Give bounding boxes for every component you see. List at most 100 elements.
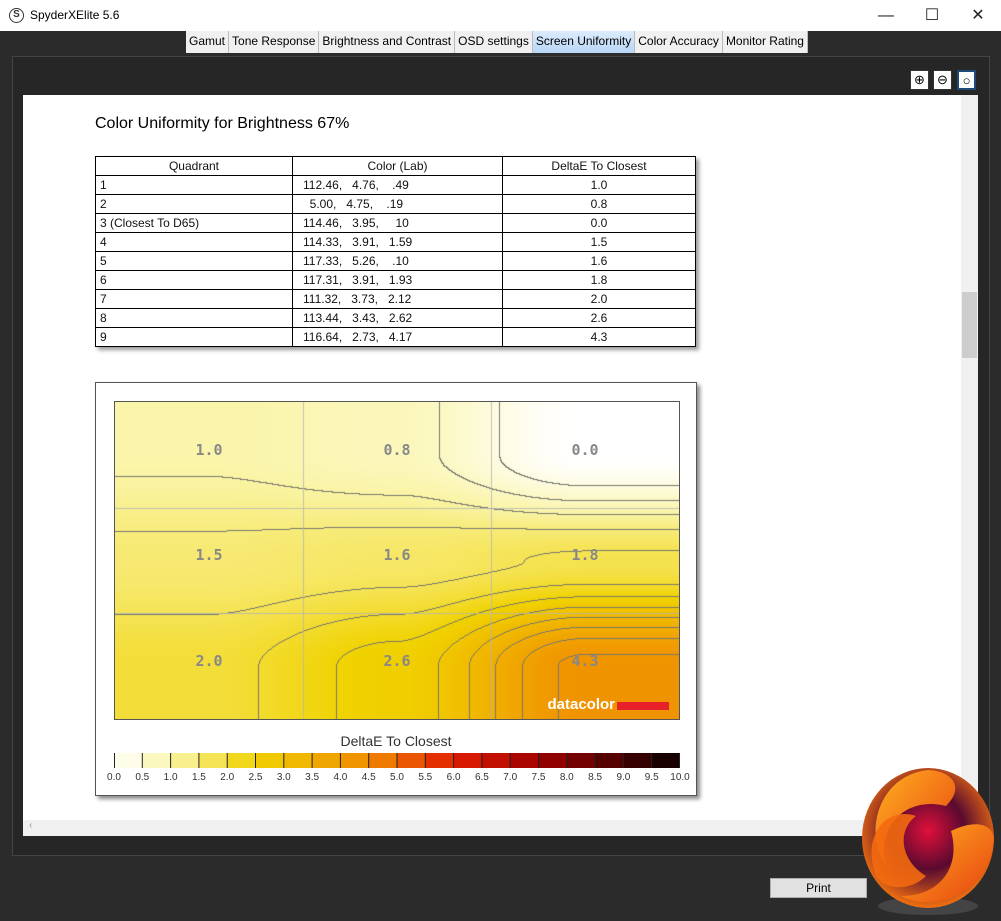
report-content: Color Uniformity for Brightness 67% Quad…: [23, 95, 978, 836]
close-button[interactable]: ✕: [971, 7, 985, 24]
scroll-thumb[interactable]: [962, 292, 977, 358]
tab-screen-uniformity[interactable]: Screen Uniformity: [532, 31, 636, 53]
table-row: 6 117.31, 3.91, 1.93 1.8: [95, 270, 696, 290]
quadrant-cell: 9: [95, 327, 293, 347]
colorbar-band: [114, 753, 143, 768]
quadrant-value-label: 2.6: [383, 651, 411, 670]
tab-brightness-and-contrast[interactable]: Brightness and Contrast: [319, 31, 456, 53]
tab-color-accuracy[interactable]: Color Accuracy: [635, 31, 723, 53]
lab-cell: 113.44, 3.43, 2.62: [292, 308, 503, 328]
deltae-cell: 0.8: [502, 194, 696, 214]
colorbar-tick-label: 4.5: [361, 772, 376, 783]
zoom-out-icon[interactable]: ⊖: [933, 70, 952, 90]
print-button[interactable]: Print: [770, 878, 867, 898]
colorbar-tick-label: 4.0: [333, 772, 348, 783]
colorbar-tick-label: 0.5: [135, 772, 150, 783]
scroll-left-icon[interactable]: ‹: [29, 820, 33, 831]
colorbar-tick-label: 9.0: [616, 772, 631, 783]
quadrant-cell: 3 (Closest To D65): [95, 213, 293, 233]
deltae-cell: 1.8: [502, 270, 696, 290]
maximize-button[interactable]: ☐: [924, 7, 940, 24]
quadrant-value-label: 1.8: [571, 546, 599, 565]
heatmap-plot: datacolor 1.0 0.8 0.0 1.5 1.6 1.8 2.0 2.6 4.3: [114, 401, 680, 720]
table-row: 8 113.44, 3.43, 2.62 2.6: [95, 308, 696, 328]
quadrant-cell: 6: [95, 270, 293, 290]
colorbar-band: [255, 753, 285, 768]
deltae-cell: 1.6: [502, 251, 696, 271]
colorbar-tick-label: 9.5: [644, 772, 659, 783]
zoom-fit-icon[interactable]: ○: [957, 70, 976, 90]
colorbar-tick-label: 7.0: [503, 772, 518, 783]
colorbar-band: [566, 753, 596, 768]
colorbar-band: [538, 753, 568, 768]
column-header: DeltaE To Closest: [502, 156, 696, 176]
colorbar-band: [227, 753, 256, 768]
lab-cell: 117.33, 5.26, .10: [292, 251, 503, 271]
colorbar-tick-label: 2.5: [248, 772, 263, 783]
lab-cell: 116.64, 2.73, 4.17: [292, 327, 503, 347]
heatmap-canvas: [115, 402, 679, 719]
colorbar-tick-label: 1.0: [163, 772, 178, 783]
quadrant-cell: 4: [95, 232, 293, 252]
lab-cell: 112.46, 4.76, .49: [292, 175, 503, 195]
colorbar-tick-label: 8.0: [559, 772, 574, 783]
colorbar-tick-label: 1.5: [191, 772, 206, 783]
section-title: Color Uniformity for Brightness 67%: [95, 115, 350, 132]
colorbar-band: [623, 753, 653, 768]
colorbar: [114, 753, 680, 768]
quadrant-cell: 8: [95, 308, 293, 328]
colorbar-band: [368, 753, 398, 768]
quadrant-value-label: 0.8: [383, 440, 411, 459]
window-title: SpyderXElite 5.6: [30, 8, 120, 22]
tab-gamut[interactable]: Gamut: [186, 31, 230, 53]
tab-monitor-rating[interactable]: Monitor Rating: [722, 31, 808, 53]
app-logo-icon: S: [9, 8, 24, 23]
colorbar-band: [397, 753, 426, 768]
colorbar-band: [170, 753, 200, 768]
lab-cell: 114.46, 3.95, 10: [292, 213, 503, 233]
deltae-cell: 4.3: [502, 327, 696, 347]
quadrant-value-label: 1.6: [383, 546, 411, 565]
horizontal-scrollbar[interactable]: ‹: [23, 820, 961, 836]
column-header: Color (Lab): [292, 156, 503, 176]
lab-cell: 117.31, 3.91, 1.93: [292, 270, 503, 290]
colorbar-band: [312, 753, 341, 768]
table-row: 5 117.33, 5.26, .10 1.6: [95, 251, 696, 271]
minimize-button[interactable]: —: [878, 7, 894, 24]
table-row: 9 116.64, 2.73, 4.17 4.3: [95, 327, 696, 347]
datacolor-logo: datacolor: [547, 696, 669, 713]
colorbar-tick-label: 8.5: [588, 772, 603, 783]
quadrant-value-label: 4.3: [571, 651, 599, 670]
quadrant-value-label: 1.0: [195, 440, 223, 459]
quadrant-value-label: 0.0: [571, 440, 599, 459]
colorbar-band: [510, 753, 539, 768]
colorbar-tick-label: 2.0: [220, 772, 235, 783]
colorbar-tick-label: 3.0: [276, 772, 291, 783]
colorbar-tick-label: 6.5: [474, 772, 489, 783]
uniformity-table: Quadrant Color (Lab) DeltaE To Closest 1…: [95, 156, 696, 347]
tab-tone-response[interactable]: Tone Response: [229, 31, 320, 53]
lab-cell: 114.33, 3.91, 1.59: [292, 232, 503, 252]
deltae-cell: 1.5: [502, 232, 696, 252]
quadrant-cell: 7: [95, 289, 293, 309]
lab-cell: 5.00, 4.75, .19: [292, 194, 503, 214]
quadrant-cell: 2: [95, 194, 293, 214]
deltae-cell: 1.0: [502, 175, 696, 195]
quadrant-cell: 5: [95, 251, 293, 271]
tab-osd-settings[interactable]: OSD settings: [455, 31, 533, 53]
vertical-scrollbar[interactable]: [961, 95, 978, 820]
quadrant-value-label: 1.5: [195, 546, 223, 565]
deltae-cell: 2.6: [502, 308, 696, 328]
deltae-cell: 2.0: [502, 289, 696, 309]
colorbar-band: [340, 753, 370, 768]
lab-cell: 111.32, 3.73, 2.12: [292, 289, 503, 309]
table-row: 3 (Closest To D65) 114.46, 3.95, 10 0.0: [95, 213, 696, 233]
colorbar-tick-label: 3.5: [305, 772, 320, 783]
tab-bar: Gamut Tone Response Brightness and Contras…: [186, 31, 808, 53]
column-header: Quadrant: [95, 156, 293, 176]
colorbar-band: [198, 753, 228, 768]
colorbar-band: [481, 753, 511, 768]
zoom-in-icon[interactable]: ⊕: [910, 70, 929, 90]
colorbar-band: [142, 753, 172, 768]
colorbar-title: DeltaE To Closest: [340, 733, 452, 749]
